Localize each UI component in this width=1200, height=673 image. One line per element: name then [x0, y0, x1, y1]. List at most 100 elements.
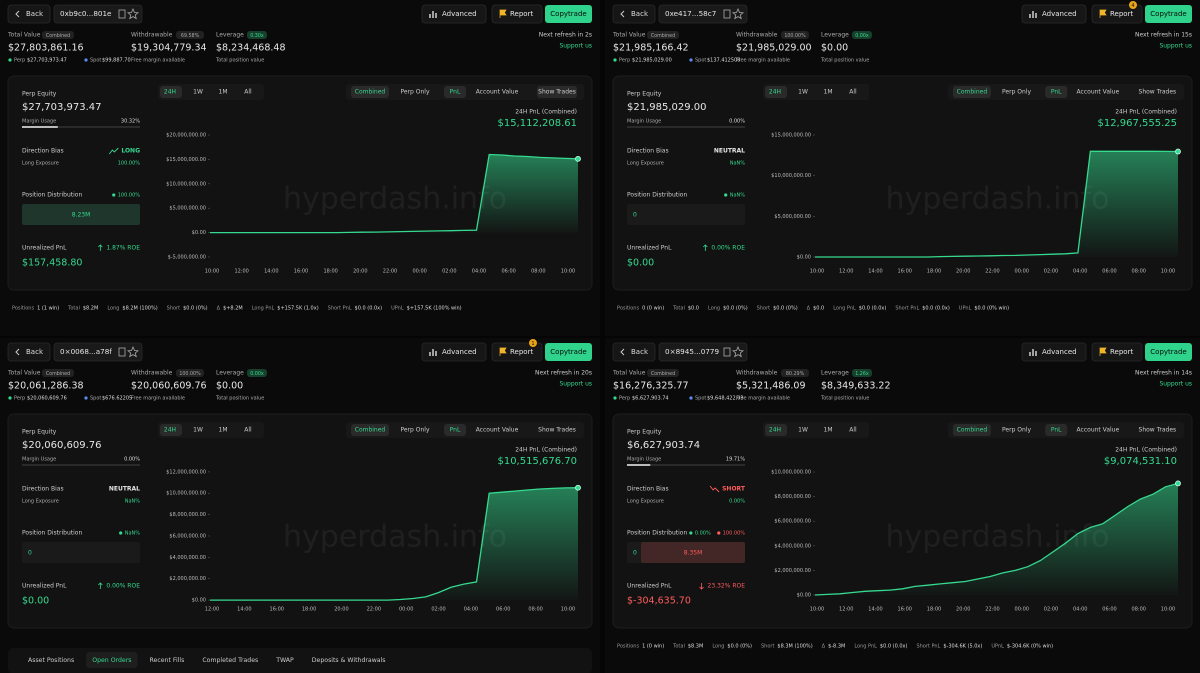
range-tab[interactable]: 1M: [824, 427, 833, 434]
view-tab[interactable]: Show Trades: [538, 89, 576, 96]
star-icon[interactable]: [126, 7, 140, 20]
dot: [119, 531, 123, 535]
report-label[interactable]: Report: [1110, 10, 1133, 18]
label: $6,627,903.74: [632, 396, 669, 402]
copy-icon[interactable]: [118, 9, 126, 19]
badge: [852, 369, 872, 377]
x-tick-label: 22:00: [985, 607, 999, 613]
view-tab[interactable]: PnL: [1051, 89, 1062, 96]
summary-label: Total: [672, 644, 685, 650]
report-label[interactable]: Report: [510, 10, 533, 18]
copytrade-label[interactable]: Copytrade: [550, 10, 586, 18]
star-icon[interactable]: [126, 345, 140, 358]
range-tab[interactable]: 24H: [769, 89, 781, 96]
copytrade-label[interactable]: Copytrade: [550, 348, 586, 356]
back-button[interactable]: [612, 4, 656, 24]
report-button[interactable]: [491, 4, 543, 24]
back-label[interactable]: Back: [631, 10, 649, 18]
section-tab[interactable]: Open Orders: [92, 657, 131, 664]
pnl-line: [814, 482, 1179, 596]
view-tab[interactable]: Account Value: [1077, 427, 1120, 434]
copy-icon[interactable]: [118, 347, 126, 357]
range-tab[interactable]: All: [849, 89, 857, 96]
report-button[interactable]: [491, 342, 543, 362]
view-tab[interactable]: Show Trades: [1139, 89, 1177, 96]
advanced-label[interactable]: Advanced: [442, 10, 477, 18]
copytrade-button[interactable]: [545, 343, 592, 361]
copytrade-label[interactable]: Copytrade: [1150, 10, 1186, 18]
star-icon[interactable]: [731, 7, 745, 20]
view-tab[interactable]: Show Trades: [538, 427, 576, 434]
advanced-button[interactable]: [1021, 342, 1087, 362]
range-tab[interactable]: 1W: [798, 427, 808, 434]
report-label[interactable]: Report: [510, 348, 533, 356]
view-tab[interactable]: Perp Only: [400, 89, 429, 96]
view-tab[interactable]: Combined: [355, 427, 386, 434]
view-tab[interactable]: Account Value: [1077, 89, 1120, 96]
view-tab[interactable]: Show Trades: [1139, 427, 1177, 434]
copy-icon[interactable]: [723, 347, 731, 357]
support-link[interactable]: Support us: [1159, 43, 1192, 50]
back-label[interactable]: Back: [26, 348, 44, 356]
report-button[interactable]: [1091, 4, 1143, 24]
label: $0.00: [627, 258, 654, 269]
star-icon[interactable]: [731, 345, 745, 358]
back-button[interactable]: [7, 4, 51, 24]
range-tab[interactable]: 1M: [219, 427, 228, 434]
range-tab[interactable]: 1M: [219, 89, 228, 96]
copy-icon[interactable]: [723, 9, 731, 19]
view-tab[interactable]: Combined: [957, 89, 988, 96]
view-tab[interactable]: PnL: [450, 89, 461, 96]
support-link[interactable]: Support us: [559, 381, 592, 388]
range-tab[interactable]: 24H: [164, 89, 176, 96]
back-button[interactable]: [612, 342, 656, 362]
range-tab[interactable]: 1W: [798, 89, 808, 96]
y-tick-label: $15,000,000.00: [166, 157, 206, 163]
range-tab[interactable]: 1W: [193, 89, 203, 96]
report-label[interactable]: Report: [1110, 348, 1133, 356]
range-tab[interactable]: 1W: [193, 427, 203, 434]
section-tab[interactable]: Deposits & Withdrawals: [312, 657, 386, 664]
report-button[interactable]: [1091, 342, 1143, 362]
view-tab[interactable]: PnL: [1051, 427, 1062, 434]
view-tab[interactable]: Account Value: [476, 89, 519, 96]
active-tab: [952, 424, 991, 436]
view-tab[interactable]: Perp Only: [1002, 89, 1031, 96]
copytrade-button[interactable]: [1145, 343, 1192, 361]
dot: [689, 531, 693, 535]
section-tab[interactable]: Asset Positions: [28, 657, 74, 664]
back-label[interactable]: Back: [631, 348, 649, 356]
view-tab[interactable]: Perp Only: [1002, 427, 1031, 434]
support-link[interactable]: Support us: [559, 43, 592, 50]
range-tab[interactable]: All: [244, 427, 252, 434]
view-tab[interactable]: Account Value: [476, 427, 519, 434]
support-link[interactable]: Support us: [1159, 381, 1192, 388]
copytrade-button[interactable]: [1145, 5, 1192, 23]
summary-value: $+157.5K (100% win): [407, 306, 462, 312]
range-tab[interactable]: 24H: [769, 427, 781, 434]
copytrade-label[interactable]: Copytrade: [1150, 348, 1186, 356]
advanced-button[interactable]: [421, 4, 487, 24]
range-tab[interactable]: 1M: [824, 89, 833, 96]
back-button[interactable]: [7, 342, 51, 362]
view-tab[interactable]: Combined: [957, 427, 988, 434]
section-tab[interactable]: TWAP: [275, 657, 294, 664]
advanced-label[interactable]: Advanced: [442, 348, 477, 356]
advanced-button[interactable]: [1021, 4, 1087, 24]
range-tab[interactable]: All: [244, 89, 252, 96]
pnl-value: $10,515,676.70: [497, 456, 577, 467]
label: $6,627,903.74: [627, 440, 700, 451]
back-label[interactable]: Back: [26, 10, 44, 18]
copytrade-button[interactable]: [545, 5, 592, 23]
advanced-button[interactable]: [421, 342, 487, 362]
range-tab[interactable]: 24H: [164, 427, 176, 434]
range-tab[interactable]: All: [849, 427, 857, 434]
section-tab[interactable]: Recent Fills: [150, 657, 185, 664]
advanced-label[interactable]: Advanced: [1042, 10, 1077, 18]
view-tab[interactable]: Perp Only: [400, 427, 429, 434]
view-tab[interactable]: PnL: [450, 427, 461, 434]
section-tab[interactable]: Completed Trades: [202, 657, 258, 664]
view-tab[interactable]: Combined: [355, 89, 386, 96]
advanced-label[interactable]: Advanced: [1042, 348, 1077, 356]
